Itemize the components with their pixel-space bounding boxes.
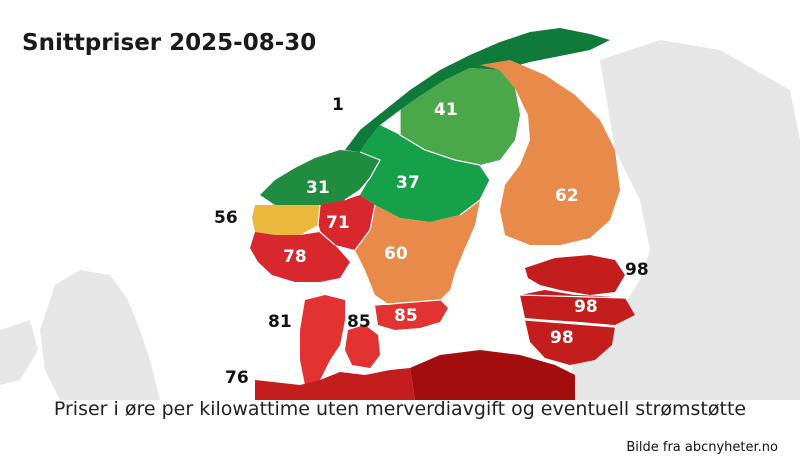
region-se2 <box>360 125 490 222</box>
label-se4: 85 <box>394 306 418 326</box>
label-no4: 1 <box>332 95 344 115</box>
region-no5 <box>252 205 320 235</box>
label-no2: 78 <box>283 247 307 267</box>
ireland-landmass <box>0 320 38 385</box>
label-no1: 71 <box>326 213 350 233</box>
region-lt <box>525 320 615 365</box>
map-caption: Priser i øre per kilowattime uten merver… <box>53 398 747 420</box>
label-se1: 41 <box>434 100 458 120</box>
region-no4 <box>345 28 610 152</box>
label-dk1: 81 <box>268 312 292 332</box>
region-no2 <box>250 232 350 282</box>
region-se1 <box>400 68 520 165</box>
region-dk1 <box>300 295 345 385</box>
label-no3: 31 <box>306 178 330 198</box>
label-no5: 56 <box>214 208 238 228</box>
price-labels: 1 41 31 37 62 56 71 78 60 85 85 81 76 98… <box>214 95 649 388</box>
label-de: 76 <box>225 368 249 388</box>
label-lt: 98 <box>550 328 574 348</box>
label-fi: 62 <box>555 186 579 206</box>
uk-landmass <box>40 270 160 400</box>
russia-landmass <box>600 40 800 400</box>
image-source: Bilde fra abcnyheter.no <box>626 440 778 455</box>
label-ee: 98 <box>625 260 649 280</box>
region-no3 <box>260 150 380 205</box>
map-title: Snittpriser 2025-08-30 <box>22 30 317 56</box>
price-map: 1 41 31 37 62 56 71 78 60 85 85 81 76 98… <box>0 28 800 400</box>
background-land <box>0 40 800 400</box>
region-no1 <box>318 195 375 250</box>
region-fi <box>480 60 620 245</box>
region-dk2 <box>345 325 380 368</box>
region-borders <box>317 110 626 328</box>
region-ee <box>525 255 625 295</box>
region-pl <box>410 350 575 400</box>
region-lv <box>520 290 635 325</box>
region-de <box>255 368 415 400</box>
label-lv: 98 <box>574 297 598 317</box>
label-se2: 37 <box>396 173 420 193</box>
label-se3: 60 <box>384 244 408 264</box>
label-dk2: 85 <box>347 312 371 332</box>
region-se4 <box>375 300 448 330</box>
region-se3 <box>355 200 480 305</box>
